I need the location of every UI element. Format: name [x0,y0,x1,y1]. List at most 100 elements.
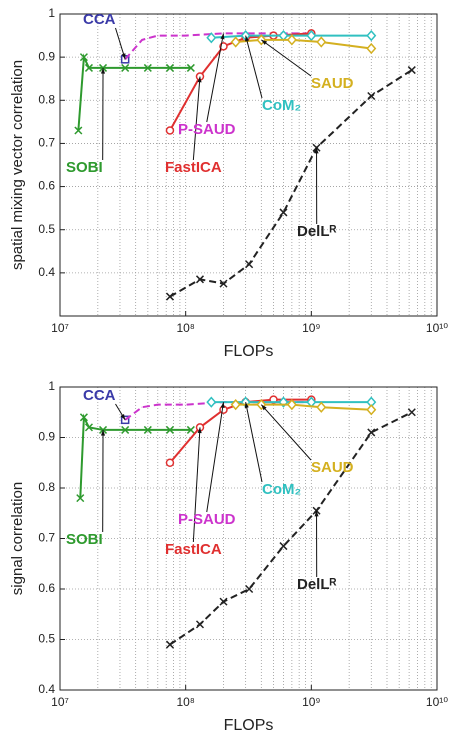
annotation-arrow [192,76,201,161]
point [74,126,83,135]
point [165,126,175,135]
y-axis-label: spatial mixing vector correlation [9,60,26,270]
point [407,66,416,75]
point [367,428,376,437]
annotation-arrowhead [220,33,225,40]
series-label: CCA [83,11,116,28]
x-tick-label: 10⁷ [51,695,69,709]
point [230,36,241,48]
annotation-arrow [260,404,312,461]
point [306,29,317,42]
series-label: SAUD [311,75,354,92]
point [316,36,327,48]
y-axis-label: signal correlation [9,482,26,595]
series-label: FastICA [165,541,222,558]
point [316,401,327,413]
series-label: CoM₂ [262,97,301,114]
point [186,63,195,72]
point [165,292,174,301]
annotation-arrowhead [197,76,202,83]
annotation-arrow [245,35,263,99]
x-axis-label: FLOPs [224,717,274,734]
point [366,29,377,42]
y-tick-label: 0.9 [38,430,55,444]
annotation-arrowhead [121,53,126,60]
annotation-arrowhead [120,413,126,420]
series-line [169,411,413,646]
annotation-arrowhead [197,427,202,434]
series-label: SAUD [311,459,354,476]
point [286,34,297,46]
x-tick-label: 10¹⁰ [426,695,448,709]
plot-area [60,387,437,690]
point [206,32,217,44]
series-line [169,69,413,298]
point [366,404,377,416]
y-tick-label: 0.5 [38,222,55,236]
series-label: DelLᴿ [297,576,337,593]
annotation-arrowhead [220,402,225,409]
point [143,425,152,434]
y-tick-label: 0.6 [38,581,55,595]
annotation-arrowhead [314,147,319,154]
series-label: DelLᴿ [297,223,337,240]
axes-frame [59,386,438,691]
point [286,399,297,411]
point [367,91,376,101]
series-line [124,32,312,60]
point [245,584,254,594]
series-label: FastICA [165,159,222,176]
point [143,63,152,72]
series-label: P-SAUD [178,121,236,138]
annotation-arrow [261,39,312,77]
point [245,260,254,269]
y-tick-label: 0.5 [38,632,55,646]
y-tick-label: 1 [48,379,55,393]
y-tick-label: 0.7 [38,531,55,545]
x-tick-label: 10⁹ [302,695,321,709]
annotation-arrowhead [100,67,106,74]
annotation-arrow [245,402,263,483]
annotation-arrow [206,33,224,123]
point [219,279,228,288]
point [84,63,93,72]
point [279,208,288,217]
point [121,63,130,72]
series-label: CoM₂ [262,481,301,498]
point [84,423,93,432]
annotation-arrow [192,427,201,543]
point [195,620,205,629]
series-label: SOBI [66,159,103,176]
annotation-arrowhead [261,404,267,411]
point [79,53,88,62]
y-tick-label: 1 [48,6,55,20]
y-tick-label: 0.8 [38,92,55,106]
point [206,396,217,408]
y-tick-label: 0.4 [38,682,55,696]
point [186,425,195,434]
point [195,275,205,284]
x-tick-label: 10¹⁰ [426,321,448,335]
series-label: CCA [83,387,116,404]
point [407,408,416,417]
point [279,542,288,551]
series-label: SOBI [66,531,103,548]
x-tick-label: 10⁹ [302,321,321,335]
point [121,425,130,434]
y-tick-label: 0.7 [38,136,55,150]
point [366,42,377,55]
y-tick-label: 0.8 [38,480,55,494]
axes-frame [59,13,438,317]
plot-area [60,14,437,316]
point [165,640,174,649]
series-label: P-SAUD [178,511,236,528]
y-tick-label: 0.6 [38,179,55,193]
annotation-arrowhead [244,402,249,409]
point [76,494,85,503]
y-tick-label: 0.9 [38,49,55,63]
annotation-arrowhead [261,39,268,45]
point [230,399,241,411]
point [165,458,175,467]
x-tick-label: 10⁷ [51,321,69,335]
